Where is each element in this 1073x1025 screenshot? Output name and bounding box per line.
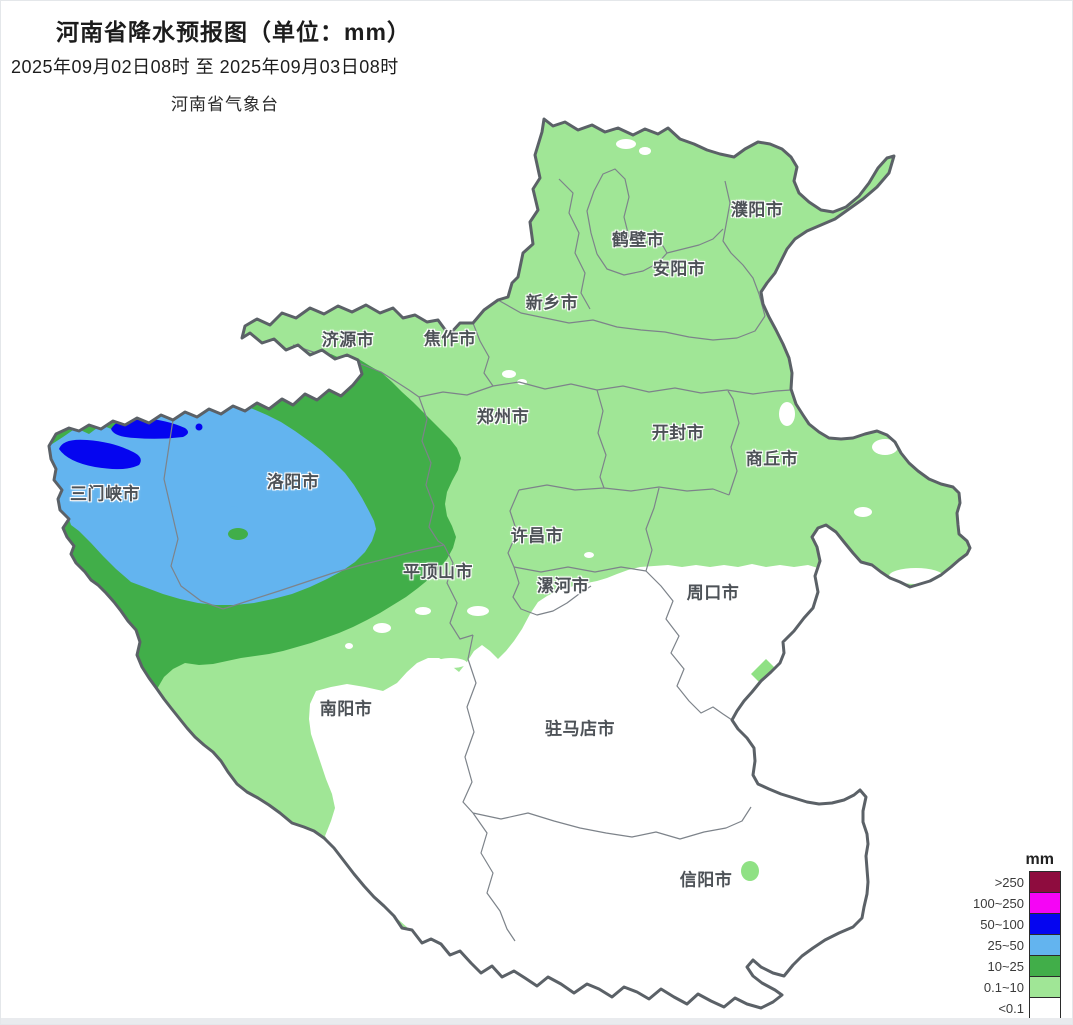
rain-hole	[639, 147, 651, 155]
city-label: 漯河市	[536, 576, 590, 596]
city-label: 三门峡市	[70, 484, 140, 504]
city-label: 新乡市	[525, 293, 579, 313]
rain-hole	[872, 439, 898, 455]
legend-item: 25~50	[929, 934, 1061, 956]
legend-rows: >250 100~250 50~100 25~50 10~25 0.1~10 <0.1	[929, 871, 1061, 1019]
legend-item-label: <0.1	[998, 1001, 1024, 1016]
rain-hole	[373, 623, 391, 633]
legend-color-swatch	[1029, 892, 1061, 914]
legend-item: 100~250	[929, 892, 1061, 914]
rain-hole	[467, 606, 489, 616]
province-border	[47, 117, 972, 1010]
legend-color-swatch	[1029, 976, 1061, 998]
rain-hole	[616, 139, 636, 149]
legend-item: <0.1	[929, 997, 1061, 1019]
legend-color-swatch	[1029, 871, 1061, 893]
legend-item-label: 25~50	[987, 938, 1024, 953]
city-label: 济源市	[321, 330, 375, 350]
city-label: 信阳市	[679, 870, 733, 890]
rain-patch-dot	[741, 861, 759, 881]
rain-hole	[435, 658, 467, 668]
legend-item: 50~100	[929, 913, 1061, 935]
city-label: 濮阳市	[730, 200, 784, 220]
legend-item-label: 10~25	[987, 959, 1024, 974]
rain-hole	[854, 507, 872, 517]
city-label: 鹤壁市	[611, 230, 665, 250]
city-boundaries	[163, 168, 792, 942]
rain-hole	[345, 643, 353, 649]
rain-hole	[415, 607, 431, 615]
rain-hole	[779, 402, 795, 426]
issuing-agency: 河南省气象台	[171, 95, 279, 115]
legend-color-swatch	[1029, 997, 1061, 1019]
legend-color-swatch	[1029, 934, 1061, 956]
legend-color-swatch	[1029, 955, 1061, 977]
rain-fleck	[299, 530, 313, 538]
rain-hole	[502, 370, 516, 378]
city-label: 安阳市	[652, 259, 706, 279]
city-label: 开封市	[651, 423, 705, 443]
legend-color-swatch	[1029, 913, 1061, 935]
city-label: 郑州市	[476, 407, 530, 427]
rain-zone-50-100	[195, 423, 203, 431]
legend-item: 10~25	[929, 955, 1061, 977]
city-label: 商丘市	[745, 449, 799, 469]
city-label: 平顶山市	[403, 562, 473, 582]
forecast-period: 2025年09月02日08时 至 2025年09月03日08时	[11, 57, 399, 77]
rain-zone-50-100	[59, 439, 141, 470]
legend-unit-label: mm	[1025, 851, 1054, 868]
city-label: 驻马店市	[545, 719, 615, 739]
page-bottom-strip	[1, 1018, 1072, 1024]
legend-item-label: >250	[994, 875, 1024, 890]
city-label: 许昌市	[510, 526, 564, 546]
legend-item-label: 50~100	[980, 917, 1024, 932]
legend-item: 0.1~10	[929, 976, 1061, 998]
city-label: 周口市	[686, 583, 740, 603]
city-label: 南阳市	[319, 699, 373, 719]
rain-fleck	[230, 506, 238, 512]
legend-item: >250	[929, 871, 1061, 893]
legend-item-label: 100~250	[973, 896, 1024, 911]
city-label: 洛阳市	[266, 472, 320, 492]
city-label: 焦作市	[423, 329, 477, 349]
legend-item-label: 0.1~10	[983, 980, 1024, 995]
rain-fleck	[228, 528, 248, 540]
page-title: 河南省降水预报图（单位：mm）	[56, 19, 411, 45]
rain-hole	[584, 552, 594, 558]
precipitation-legend: mm >250 100~250 50~100 25~50 10~25 0.1~10 <0.1	[929, 851, 1061, 1019]
